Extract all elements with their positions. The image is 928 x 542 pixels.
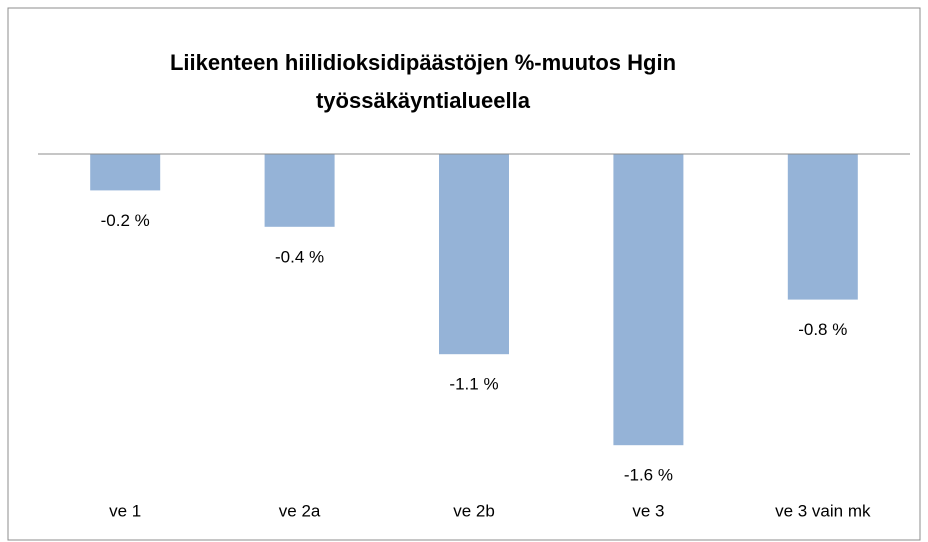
bar — [90, 154, 161, 191]
bar — [787, 154, 858, 300]
x-tick-label: ve 1 — [109, 501, 141, 520]
x-tick-label: ve 2b — [453, 501, 495, 520]
bar — [264, 154, 335, 227]
bar — [439, 154, 509, 355]
data-label: -1.6 % — [624, 466, 673, 485]
bar — [613, 154, 684, 446]
x-tick-label: ve 2a — [279, 501, 321, 520]
data-label: -0.4 % — [275, 247, 324, 266]
x-tick-label: ve 3 vain mk — [775, 501, 871, 520]
data-label: -0.8 % — [798, 320, 847, 339]
chart-title: Liikenteen hiilidioksidipäästöjen %-muut… — [169, 50, 677, 113]
x-tick-label: ve 3 — [632, 501, 664, 520]
data-label: -1.1 % — [449, 375, 498, 394]
data-label: -0.2 % — [101, 211, 150, 230]
